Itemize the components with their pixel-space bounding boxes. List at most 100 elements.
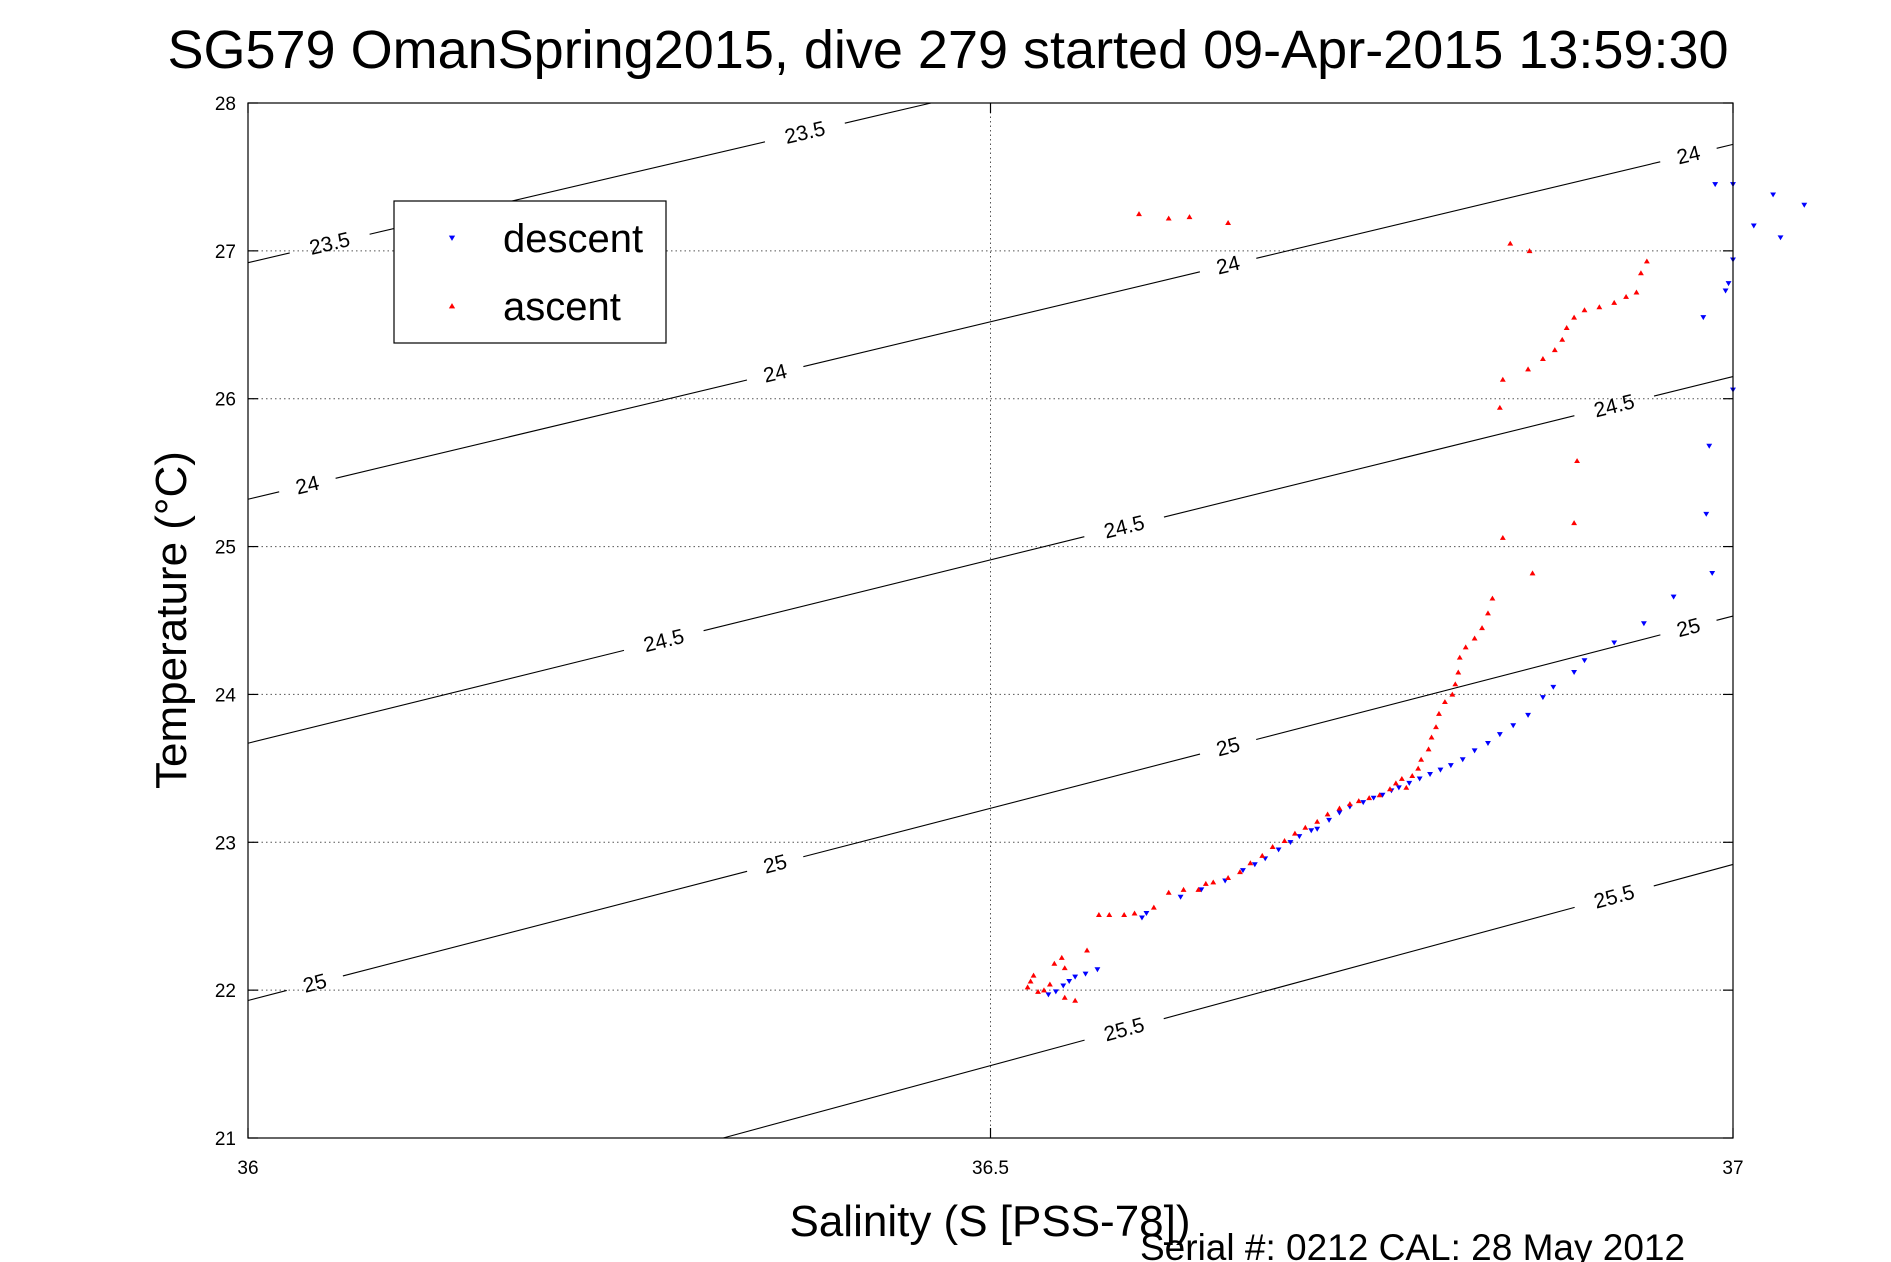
contour-line-24 (247, 491, 280, 500)
ascent-point (1046, 981, 1053, 987)
descent-point (1052, 989, 1059, 995)
ascent-point (1499, 534, 1506, 540)
descent-point (1447, 763, 1454, 769)
y-tick-label: 25 (215, 538, 236, 559)
y-axis-label: Temperature (°C) (147, 451, 196, 789)
descent-point (1722, 288, 1729, 294)
ascent-point (1433, 724, 1439, 730)
ascent-point (1452, 681, 1459, 687)
descent-point (1198, 887, 1205, 893)
x-tick-label: 36 (237, 1158, 258, 1179)
ascent-point (1425, 746, 1432, 752)
ascent-point (1024, 984, 1031, 990)
ascent-point (1638, 270, 1644, 276)
ascent-point (1471, 635, 1478, 641)
ascent-point (1392, 780, 1399, 786)
descent-point (1416, 776, 1423, 782)
contour-label: 25 (1214, 733, 1242, 761)
ascent-point (1195, 886, 1202, 892)
descent-point (1275, 847, 1282, 853)
contour-label: 25 (301, 970, 329, 998)
descent-point (1777, 235, 1784, 241)
contour-label: 24 (1214, 252, 1242, 280)
ascent-point (1259, 852, 1266, 858)
descent-point (1670, 594, 1677, 600)
y-tick-label: 26 (215, 390, 236, 411)
descent-point (1370, 795, 1377, 801)
descent-point (1703, 511, 1710, 517)
ascent-point (1058, 954, 1065, 960)
ascent-point (1346, 801, 1353, 807)
descent-point (1094, 967, 1101, 973)
ascent-point (1106, 911, 1113, 917)
descent-point (1611, 640, 1618, 646)
descent-point (1459, 757, 1466, 763)
contour-line-25.5 (1163, 906, 1575, 1020)
ascent-point (1403, 784, 1410, 790)
descent-point (1072, 974, 1079, 980)
ascent-point (1643, 258, 1650, 264)
ascent-point (1136, 211, 1142, 217)
ascent-point (1324, 811, 1331, 817)
legend-marker-descent (448, 235, 456, 241)
ascent-point (1281, 838, 1288, 844)
contour-line-24 (803, 271, 1201, 368)
descent-point (1143, 911, 1150, 917)
ascent-point (1202, 880, 1209, 886)
ascent-point (1051, 960, 1058, 966)
contour-label: 24 (761, 360, 789, 388)
ascent-point (1302, 824, 1309, 830)
ascent-point (1355, 798, 1362, 804)
descent-point (1066, 979, 1073, 985)
contour-line-24 (1256, 161, 1661, 259)
ascent-point (1611, 299, 1618, 305)
ascent-point (1041, 987, 1047, 993)
descent-point (1510, 723, 1517, 729)
descent-point (1395, 785, 1402, 791)
ascent-point (1559, 336, 1566, 342)
y-tick-label: 22 (215, 981, 236, 1002)
contour-line-23.5 (247, 252, 290, 264)
ascent-point (1574, 458, 1580, 464)
ascent-point (1376, 792, 1383, 798)
ascent-point (1061, 994, 1068, 1000)
contour-line-24 (1716, 143, 1734, 149)
descent-point (1379, 792, 1386, 798)
ascent-point (1623, 293, 1630, 299)
x-tick-label: 36.5 (972, 1158, 1009, 1179)
ascent-point (1449, 691, 1456, 697)
descent-point (1750, 223, 1757, 229)
ascent-point (1084, 947, 1090, 953)
ascent-point (1269, 843, 1276, 849)
ascent-point (1314, 818, 1321, 824)
ascent-point (1499, 376, 1506, 382)
data-points (1024, 182, 1808, 1003)
legend-box (393, 200, 667, 344)
ascent-point (1398, 775, 1405, 781)
ascent-point (1539, 356, 1546, 362)
descent-point (1240, 868, 1246, 874)
descent-point (1082, 971, 1089, 977)
descent-point (1581, 658, 1588, 664)
ascent-point (1292, 830, 1298, 836)
ascent-point (1596, 304, 1603, 310)
ascent-point (1247, 860, 1254, 866)
ascent-point (1387, 786, 1393, 792)
legend-label-descent: descent (503, 217, 643, 261)
ascent-point (1563, 324, 1570, 330)
descent-point (1139, 915, 1145, 921)
descent-point (1640, 621, 1647, 627)
ascent-point (1436, 710, 1442, 716)
ascent-point (1526, 248, 1533, 254)
ascent-point (1441, 699, 1448, 705)
ascent-point (1027, 978, 1034, 984)
descent-point (1712, 182, 1719, 188)
ascent-point (1489, 595, 1496, 601)
legend-marker-ascent (448, 303, 456, 309)
y-tick-label: 23 (215, 833, 236, 854)
y-tick-label: 24 (215, 685, 237, 706)
contour-line-25.5 (723, 1039, 1085, 1139)
descent-point (1525, 712, 1531, 718)
ascent-point (1030, 972, 1037, 978)
